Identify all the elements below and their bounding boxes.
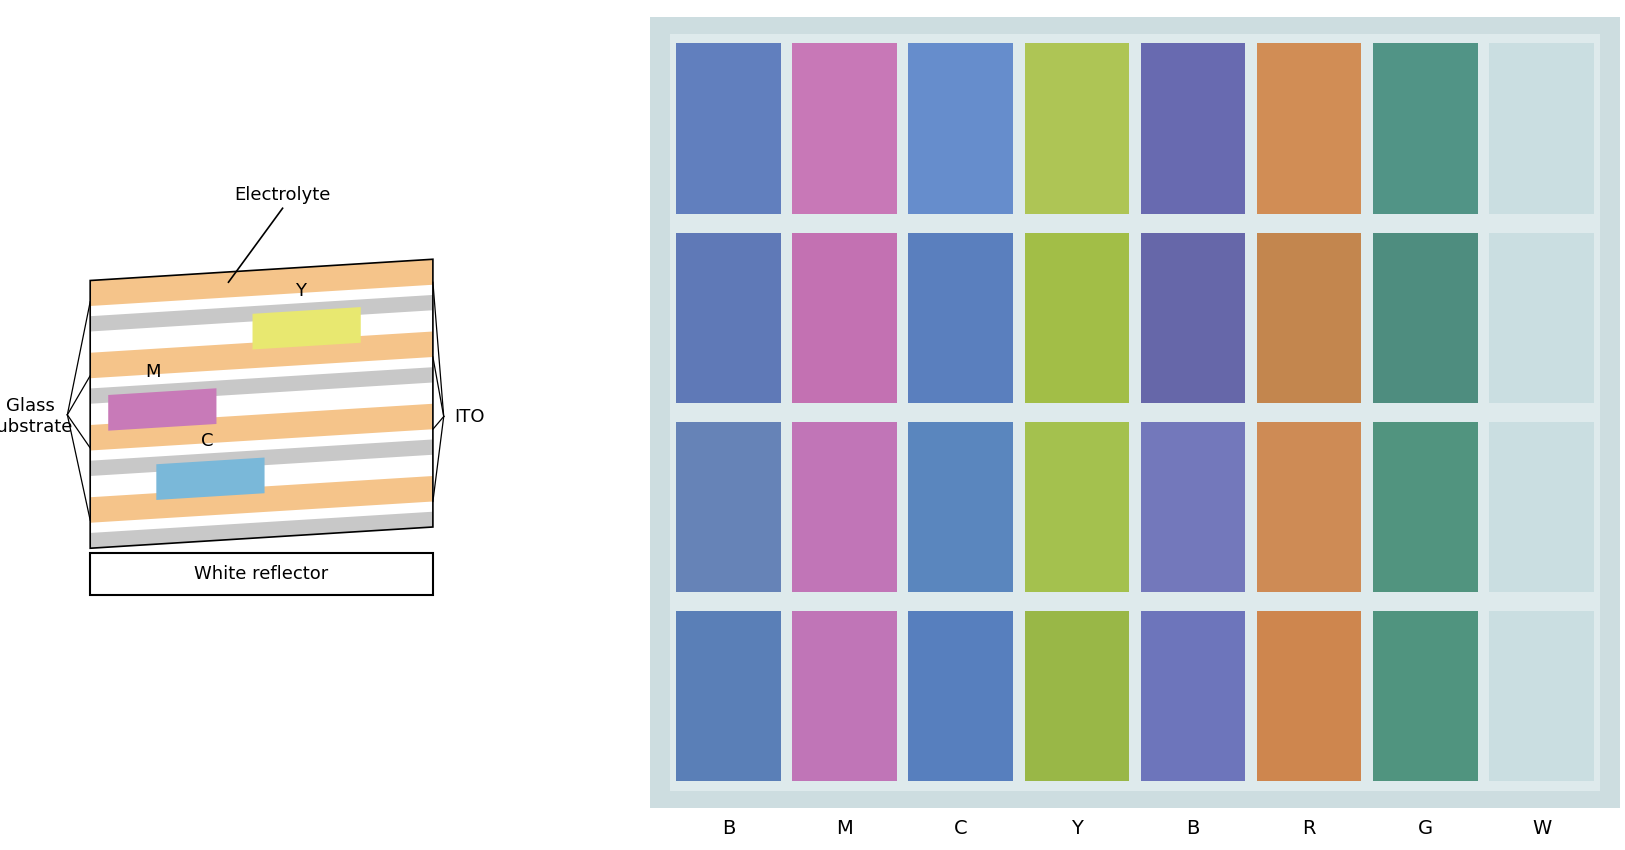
Bar: [1141, 611, 1245, 781]
Bar: [1025, 422, 1129, 592]
Bar: [1256, 611, 1362, 781]
Text: Electrolyte: Electrolyte: [234, 186, 332, 204]
Bar: [1488, 43, 1594, 213]
Bar: [1025, 611, 1129, 781]
Bar: [908, 422, 1012, 592]
Text: White reflector: White reflector: [195, 564, 328, 583]
Bar: [908, 611, 1012, 781]
Bar: [676, 611, 780, 781]
Bar: [1025, 233, 1129, 403]
Polygon shape: [91, 259, 432, 306]
Polygon shape: [109, 388, 216, 431]
Bar: [676, 233, 780, 403]
Polygon shape: [156, 457, 265, 500]
Text: B: B: [722, 819, 734, 838]
Text: M: M: [146, 363, 161, 381]
Bar: [1025, 43, 1129, 213]
Bar: [1488, 233, 1594, 403]
Text: R: R: [1303, 819, 1316, 838]
Bar: [1141, 43, 1245, 213]
Text: C: C: [954, 819, 967, 838]
Bar: [793, 233, 897, 403]
Text: B: B: [1186, 819, 1199, 838]
Bar: [793, 43, 897, 213]
Bar: [671, 34, 1599, 790]
Bar: [1373, 233, 1477, 403]
Polygon shape: [91, 332, 432, 378]
Bar: [91, 552, 432, 595]
Polygon shape: [91, 404, 432, 451]
Text: Glass
substrate: Glass substrate: [0, 397, 73, 436]
Polygon shape: [252, 307, 361, 349]
Bar: [793, 422, 897, 592]
Bar: [1488, 611, 1594, 781]
Bar: [676, 43, 780, 213]
Bar: [676, 422, 780, 592]
Text: M: M: [837, 819, 853, 838]
Bar: [1141, 422, 1245, 592]
Polygon shape: [91, 476, 432, 523]
Text: Y: Y: [1071, 819, 1082, 838]
Bar: [793, 611, 897, 781]
Bar: [1256, 233, 1362, 403]
Bar: [1488, 422, 1594, 592]
Text: ITO: ITO: [453, 407, 484, 426]
Text: Y: Y: [296, 281, 306, 300]
Bar: [1373, 422, 1477, 592]
Bar: [908, 43, 1012, 213]
Bar: [1256, 43, 1362, 213]
Text: W: W: [1532, 819, 1552, 838]
Polygon shape: [91, 367, 432, 404]
Bar: [1373, 43, 1477, 213]
Bar: [1256, 422, 1362, 592]
Text: G: G: [1417, 819, 1433, 838]
Polygon shape: [91, 512, 432, 548]
Polygon shape: [91, 439, 432, 476]
Bar: [1141, 233, 1245, 403]
Text: C: C: [202, 432, 213, 450]
Bar: [1373, 611, 1477, 781]
Bar: [908, 233, 1012, 403]
Polygon shape: [91, 295, 432, 332]
